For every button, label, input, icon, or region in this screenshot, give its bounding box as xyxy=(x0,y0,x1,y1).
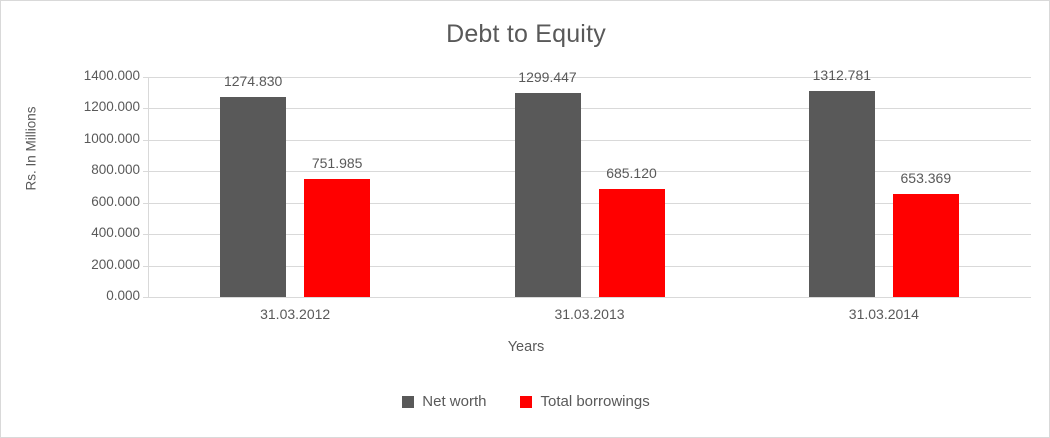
legend-item-net-worth[interactable]: Net worth xyxy=(402,393,486,410)
bar-total-borrowings[interactable] xyxy=(598,189,665,297)
legend-item-total-borrowings[interactable]: Total borrowings xyxy=(520,393,650,410)
y-axis-tick xyxy=(143,108,148,110)
legend-label: Total borrowings xyxy=(540,393,650,410)
gridline xyxy=(148,265,1031,267)
bar-value-label: 653.369 xyxy=(900,170,952,187)
bar-value-label: 751.985 xyxy=(311,154,363,171)
x-axis-title: Years xyxy=(507,339,545,355)
legend-swatch-icon xyxy=(402,395,415,408)
y-axis-tick-label: 200.000 xyxy=(91,256,140,272)
bar-value-label: 1299.447 xyxy=(518,68,577,85)
gridline xyxy=(148,77,1031,78)
bar-net-worth[interactable] xyxy=(220,96,287,297)
y-axis-tick xyxy=(143,234,148,236)
legend-label: Net worth xyxy=(422,393,487,410)
gridline xyxy=(148,297,1031,298)
bar-net-worth[interactable] xyxy=(808,90,875,297)
bar-value-label: 1312.781 xyxy=(812,66,872,83)
y-axis-tick-label: 1000.000 xyxy=(83,130,140,146)
gridline xyxy=(148,171,1031,173)
y-axis-tick-label: 400.000 xyxy=(91,225,140,241)
x-axis-category-label: 31.03.2014 xyxy=(848,306,919,322)
gridline xyxy=(148,139,1031,141)
y-axis-tick-label: 800.000 xyxy=(91,162,140,178)
y-axis-tick xyxy=(143,297,148,298)
y-axis-tick xyxy=(143,265,148,267)
y-axis-tick xyxy=(143,77,148,78)
y-axis-tick xyxy=(143,171,148,173)
y-axis-line xyxy=(148,77,149,297)
bar-value-label: 685.120 xyxy=(606,165,657,182)
y-axis-tick-label: 1200.000 xyxy=(83,99,140,115)
bar-total-borrowings[interactable] xyxy=(892,194,959,297)
y-axis-tick-label: 1400.000 xyxy=(83,68,140,83)
gridline xyxy=(148,108,1031,110)
y-axis-tick xyxy=(143,139,148,141)
bar-total-borrowings[interactable] xyxy=(304,178,371,297)
x-axis-category-label: 31.03.2013 xyxy=(554,306,625,322)
y-axis-title: Rs. In Millions xyxy=(23,106,39,191)
legend-swatch-icon xyxy=(520,395,533,408)
y-axis-tick-label: 0.000 xyxy=(106,288,140,303)
bar-value-label: 1274.830 xyxy=(223,72,283,89)
plot-area xyxy=(143,77,1031,298)
x-axis-category-label: 31.03.2012 xyxy=(260,306,331,322)
bar-net-worth[interactable] xyxy=(514,92,581,297)
y-axis-tick xyxy=(143,202,148,204)
chart-legend: Net worth Total borrowings xyxy=(1,393,1050,410)
gridline xyxy=(148,234,1031,236)
chart-title: Debt to Equity xyxy=(446,20,606,48)
gridline xyxy=(148,202,1031,204)
y-axis-tick-label: 600.000 xyxy=(91,193,140,209)
